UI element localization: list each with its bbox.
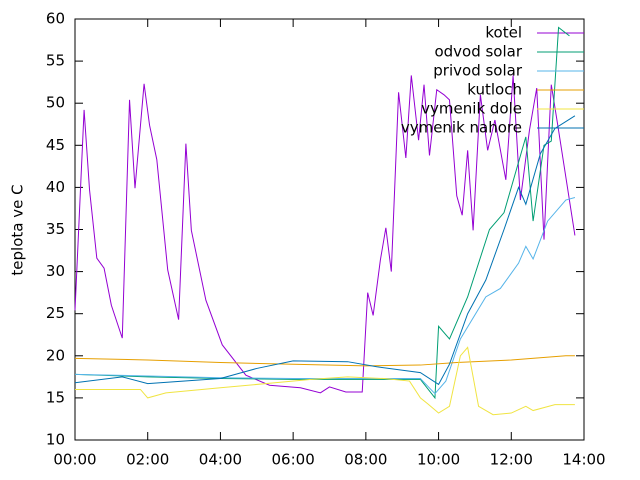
x-tick-label: 10:00 xyxy=(417,451,460,469)
legend-label: odvod solar xyxy=(434,43,522,61)
y-tick-label: 10 xyxy=(46,431,65,449)
x-tick-label: 12:00 xyxy=(490,451,533,469)
y-tick-label: 40 xyxy=(46,178,65,196)
data-line xyxy=(74,115,576,386)
data-line xyxy=(75,346,575,416)
x-tick-label: 00:00 xyxy=(53,451,96,469)
y-tick-label: 45 xyxy=(46,136,65,154)
y-tick-label: 25 xyxy=(46,304,65,322)
x-tick-label: 02:00 xyxy=(126,451,169,469)
legend-label: privod solar xyxy=(433,62,523,80)
x-tick-label: 08:00 xyxy=(344,451,387,469)
legend-label: kotel xyxy=(485,24,522,42)
y-axis-label: teplota ve C xyxy=(9,184,27,275)
y-tick-label: 55 xyxy=(46,52,65,70)
x-tick-label: 14:00 xyxy=(562,451,605,469)
y-tick-label: 35 xyxy=(46,220,65,238)
legend-label: kutloch xyxy=(467,81,522,99)
y-tick-label: 60 xyxy=(46,10,65,28)
x-tick-label: 06:00 xyxy=(272,451,315,469)
y-tick-label: 50 xyxy=(46,94,65,112)
data-line xyxy=(74,75,576,394)
legend-label: vymenik nahore xyxy=(401,119,522,137)
legend-label: vymenik dole xyxy=(421,100,522,118)
y-tick-label: 30 xyxy=(46,262,65,280)
y-tick-label: 15 xyxy=(46,388,65,406)
data-line xyxy=(74,355,575,367)
data-line xyxy=(74,197,576,395)
data-line xyxy=(74,26,570,400)
x-tick-label: 04:00 xyxy=(199,451,242,469)
y-tick-label: 20 xyxy=(46,346,65,364)
